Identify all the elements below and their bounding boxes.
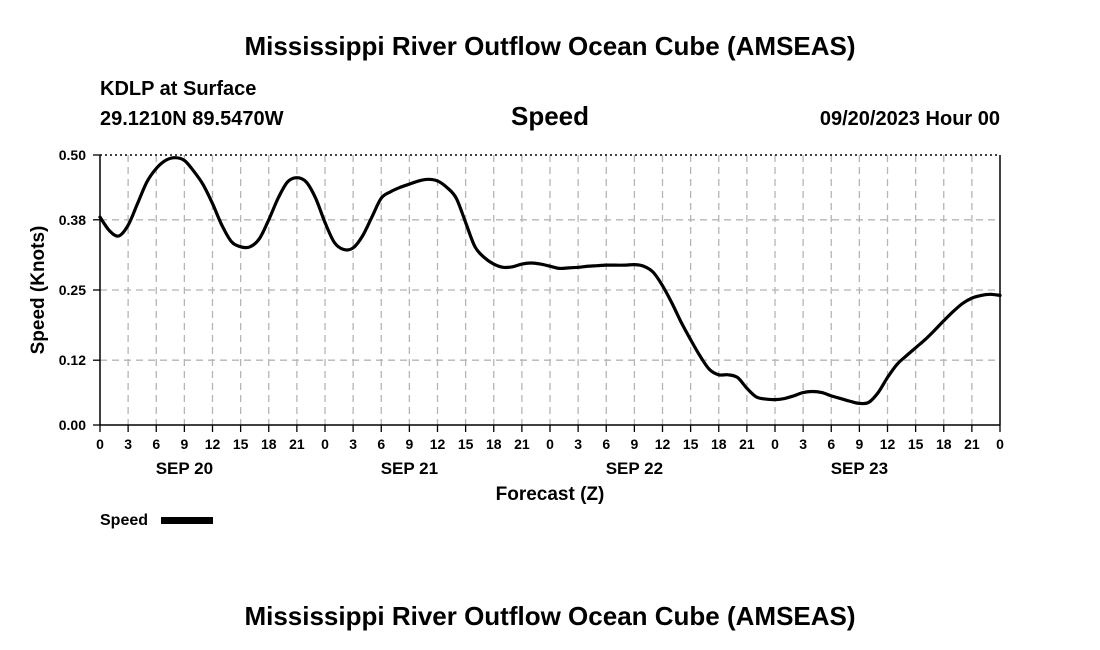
- station-label: KDLP at Surface: [100, 78, 256, 100]
- coordinates-label: 29.1210N 89.5470W: [100, 108, 284, 130]
- x-tick-label: 18: [486, 436, 502, 452]
- x-tick-label: 3: [124, 436, 132, 452]
- y-tick-label: 0.12: [59, 352, 86, 368]
- x-tick-label: 12: [430, 436, 446, 452]
- run-time-label: 09/20/2023 Hour 00: [820, 108, 1000, 130]
- x-tick-label: 0: [996, 436, 1004, 452]
- x-tick-label: 18: [261, 436, 277, 452]
- x-tick-label: 21: [514, 436, 530, 452]
- x-tick-label: 18: [711, 436, 727, 452]
- x-tick-label: 3: [574, 436, 582, 452]
- x-tick-label: 0: [771, 436, 779, 452]
- x-tick-label: 6: [152, 436, 160, 452]
- date-label: SEP 21: [381, 459, 438, 478]
- x-tick-label: 3: [349, 436, 357, 452]
- x-axis-title: Forecast (Z): [496, 484, 605, 505]
- x-tick-label: 12: [655, 436, 671, 452]
- x-tick-label: 9: [855, 436, 863, 452]
- chart-title: Mississippi River Outflow Ocean Cube (AM…: [244, 31, 855, 61]
- x-tick-label: 12: [880, 436, 896, 452]
- x-tick-label: 15: [908, 436, 924, 452]
- x-tick-label: 9: [630, 436, 638, 452]
- x-tick-label: 6: [602, 436, 610, 452]
- axes: 0 3 6 9 12 15 18 21 0 3 6 9 12 15 18 21 0 3 6 9 12 15 18 21 0 3 6 9…: [59, 147, 1004, 478]
- x-tick-label: 6: [377, 436, 385, 452]
- y-tick-label: 0.00: [59, 417, 86, 433]
- y-tick-label: 0.50: [59, 147, 86, 163]
- x-tick-label: 12: [205, 436, 221, 452]
- x-tick-label: 0: [321, 436, 329, 452]
- series-line-speed: [98, 156, 1002, 406]
- y-tick-label: 0.25: [59, 282, 86, 298]
- x-tick-label: 9: [405, 436, 413, 452]
- x-tick-label: 15: [458, 436, 474, 452]
- variable-label: Speed: [511, 101, 589, 131]
- x-tick-label: 15: [233, 436, 249, 452]
- date-label: SEP 20: [156, 459, 213, 478]
- date-label: SEP 23: [831, 459, 888, 478]
- x-tick-label: 0: [546, 436, 554, 452]
- grid: [100, 154, 1000, 425]
- legend-swatch-speed: [161, 517, 213, 524]
- y-tick-label: 0.38: [59, 212, 86, 228]
- x-tick-label: 6: [827, 436, 835, 452]
- legend-label-speed: Speed: [100, 512, 148, 529]
- series-layer: [98, 156, 1002, 406]
- x-tick-label: 21: [289, 436, 305, 452]
- x-tick-label: 3: [799, 436, 807, 452]
- x-tick-label: 21: [964, 436, 980, 452]
- footer-title: Mississippi River Outflow Ocean Cube (AM…: [244, 601, 855, 631]
- x-tick-label: 9: [180, 436, 188, 452]
- x-tick-label: 0: [96, 436, 104, 452]
- y-axis-title: Speed (Knots): [28, 226, 49, 355]
- x-tick-label: 18: [936, 436, 952, 452]
- date-label: SEP 22: [606, 459, 663, 478]
- x-tick-label: 21: [739, 436, 755, 452]
- x-tick-label: 15: [683, 436, 699, 452]
- legend: Speed: [100, 512, 213, 529]
